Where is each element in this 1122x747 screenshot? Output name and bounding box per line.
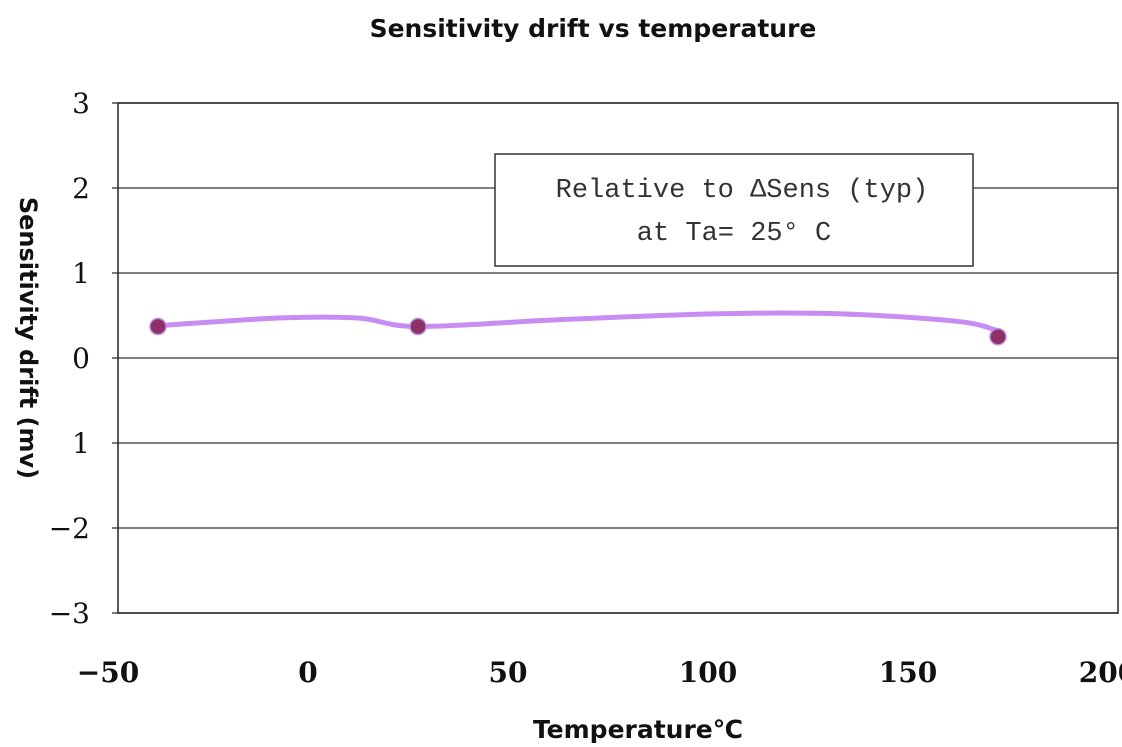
x-tick-label-0: −50 bbox=[77, 656, 139, 689]
x-tick-label-3: 100 bbox=[679, 656, 737, 689]
annotation-line-2: at Ta= 25° C bbox=[637, 219, 831, 249]
x-axis-label: Temperature℃ bbox=[533, 715, 743, 744]
y-tick-label-0: 3 bbox=[72, 87, 90, 120]
y-tick-label-1: 2 bbox=[72, 172, 90, 205]
y-tick-label-5: −2 bbox=[49, 512, 90, 545]
y-axis-label: Sensitivity drift (mv) bbox=[14, 197, 42, 479]
annotation-frame bbox=[494, 153, 974, 267]
chart-title: Sensitivity drift vs temperature bbox=[370, 14, 817, 43]
y-tick-label-3: 0 bbox=[72, 342, 90, 375]
y-axis-ticks: 3 2 1 0 1 −2 −3 bbox=[49, 87, 118, 630]
annotation-box: Relative to ΔSens (typ) at Ta= 25° C bbox=[494, 153, 974, 267]
data-point-0 bbox=[149, 317, 167, 336]
y-tick-label-2: 1 bbox=[72, 257, 90, 290]
x-tick-label-5: 200 bbox=[1079, 656, 1122, 689]
y-tick-label-4: 1 bbox=[72, 427, 90, 460]
series-layer bbox=[149, 310, 1007, 346]
x-tick-label-1: 0 bbox=[298, 656, 317, 689]
data-point-2 bbox=[989, 328, 1007, 346]
data-point-1 bbox=[409, 317, 427, 336]
series-line-0 bbox=[155, 310, 1001, 334]
x-axis-ticks: −50 0 50 100 150 200 bbox=[77, 656, 1122, 689]
annotation-line-1: Relative to ΔSens (typ) bbox=[556, 176, 929, 206]
x-tick-label-4: 150 bbox=[879, 656, 937, 689]
x-tick-label-2: 50 bbox=[489, 656, 528, 689]
y-tick-label-6: −3 bbox=[49, 597, 90, 630]
